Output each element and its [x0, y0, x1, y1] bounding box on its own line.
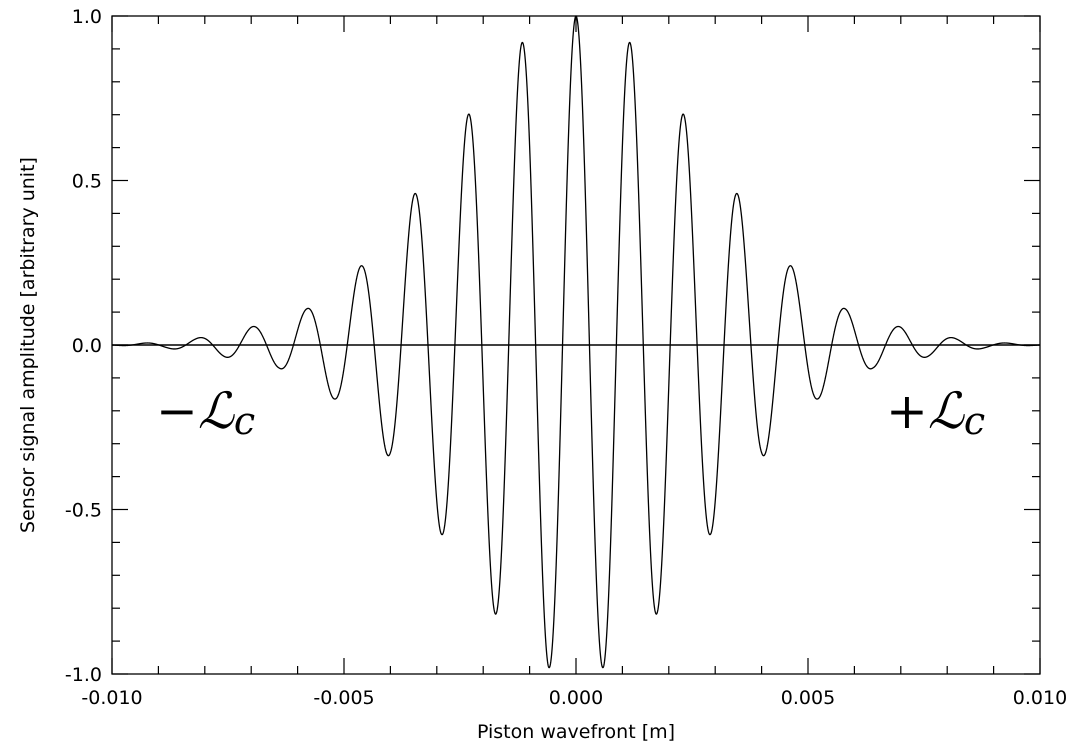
y-tick-labels: -1.0 -0.5 0.0 0.5 1.0 — [65, 6, 102, 686]
annotation-minus-lc-sub: c — [234, 399, 255, 443]
x-axis-title: Piston wavefront [m] — [477, 721, 675, 743]
annotation-plus-lc-main: +ℒ — [886, 382, 965, 440]
signal-series — [111, 15, 1041, 669]
annotation-minus-lc: −ℒc — [156, 382, 255, 443]
x-tick-label: -0.005 — [313, 687, 374, 709]
x-tick-label: 0.010 — [1013, 687, 1067, 709]
svg-text:−ℒc: −ℒc — [156, 382, 255, 443]
annotation-plus-lc: +ℒc — [886, 382, 985, 443]
y-tick-label: 0.0 — [72, 335, 102, 357]
x-tick-label: 0.000 — [549, 687, 603, 709]
signal-line — [111, 15, 1041, 669]
y-tick-label: -1.0 — [65, 664, 102, 686]
y-axis-title: Sensor signal amplitude [arbitrary unit] — [17, 157, 39, 533]
annotation-plus-lc-sub: c — [964, 399, 985, 443]
y-tick-label: 1.0 — [72, 6, 102, 28]
x-tick-labels: -0.010 -0.005 0.000 0.005 0.010 — [81, 687, 1067, 709]
svg-text:+ℒc: +ℒc — [886, 382, 985, 443]
y-tick-label: 0.5 — [72, 171, 102, 193]
axis-ticks — [111, 15, 1041, 675]
annotation-minus-lc-main: −ℒ — [156, 382, 235, 440]
y-tick-label: -0.5 — [65, 500, 102, 522]
x-tick-label: 0.005 — [781, 687, 835, 709]
x-tick-label: -0.010 — [81, 687, 142, 709]
